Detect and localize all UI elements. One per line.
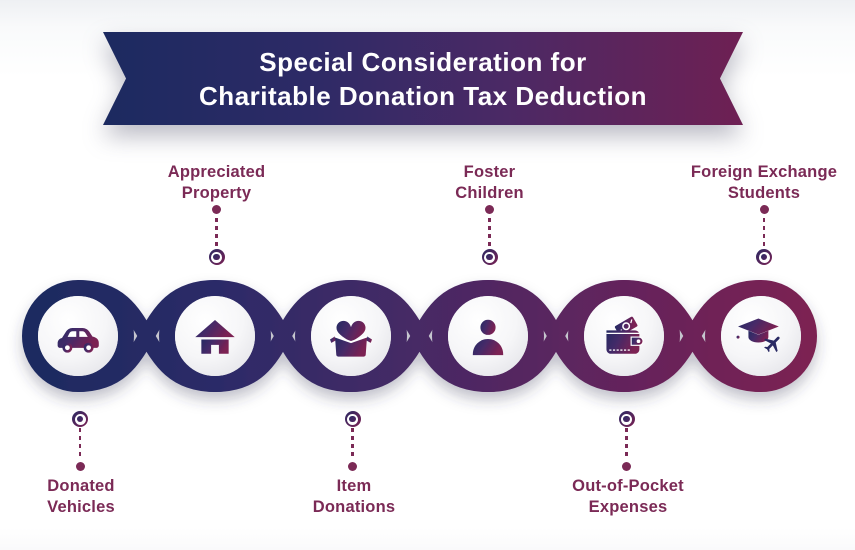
label-line: Out-of-Pocket <box>572 477 684 495</box>
marker-gap <box>758 251 770 263</box>
marker-dot <box>486 253 493 261</box>
marker-gap <box>484 251 495 263</box>
marker-gap <box>74 413 86 425</box>
node-marker-foreign-exchange <box>756 249 772 265</box>
label-line: Appreciated <box>167 163 266 181</box>
label-item-donations: Item Donations <box>313 476 395 518</box>
label-line: Vehicles <box>47 498 115 516</box>
label-foreign-exchange-students: Foreign Exchange Students <box>691 162 837 204</box>
label-line: Children <box>455 184 524 202</box>
label-dot-appreciated-property <box>212 205 221 214</box>
label-dot-foreign-exchange <box>759 205 769 214</box>
marker-dot <box>760 253 768 261</box>
node-marker-appreciated-property <box>208 249 225 265</box>
label-dot-item-donations <box>348 462 357 471</box>
dashed-connector-foreign-exchange <box>762 218 766 247</box>
marker-gap <box>621 413 632 425</box>
marker-gap <box>211 251 222 263</box>
label-dot-out-of-pocket <box>622 462 631 471</box>
dashed-connector-foster-children <box>488 218 491 247</box>
label-line: Property <box>181 184 252 202</box>
person-icon <box>472 319 504 356</box>
donation-box-heart-icon <box>329 320 373 357</box>
label-donated-vehicles: Donated Vehicles <box>47 476 115 518</box>
node-marker-foster-children <box>481 249 498 265</box>
dashed-connector-donated-vehicles <box>78 428 82 458</box>
label-dot-foster-children <box>485 205 494 214</box>
label-dot-donated-vehicles <box>75 462 85 471</box>
node-marker-donated-vehicles <box>72 411 88 427</box>
dashed-connector-item-donations <box>351 428 354 458</box>
label-line: Foreign Exchange <box>690 163 838 181</box>
label-line: Donations <box>312 498 396 516</box>
label-out-of-pocket-expenses: Out-of-Pocket Expenses <box>572 476 684 518</box>
title-ribbon-face: Special Consideration for Charitable Don… <box>103 32 743 125</box>
marker-dot <box>349 415 356 423</box>
label-line: Foster <box>463 163 516 181</box>
label-appreciated-property: Appreciated Property <box>168 162 266 204</box>
node-marker-out-of-pocket <box>618 411 635 427</box>
label-line: Students <box>727 184 801 202</box>
chain-band <box>22 280 817 392</box>
dashed-connector-appreciated-property <box>215 218 218 247</box>
label-foster-children: Foster Children <box>455 162 524 204</box>
wallet-money-icon <box>606 316 644 354</box>
title-line-2: Charitable Donation Tax Deduction <box>199 80 647 111</box>
title-ribbon: Special Consideration for Charitable Don… <box>103 32 743 125</box>
node-marker-item-donations <box>344 411 361 427</box>
label-line: Expenses <box>588 498 668 516</box>
marker-dot <box>76 415 84 423</box>
house-icon <box>195 319 235 354</box>
marker-dot <box>623 415 630 423</box>
marker-dot <box>213 253 220 261</box>
dashed-connector-out-of-pocket <box>625 428 628 458</box>
marker-gap <box>347 413 358 425</box>
title-line-1: Special Consideration for <box>259 46 587 77</box>
car-icon <box>57 327 99 353</box>
label-line: Item <box>336 477 372 495</box>
label-line: Donated <box>47 477 115 495</box>
